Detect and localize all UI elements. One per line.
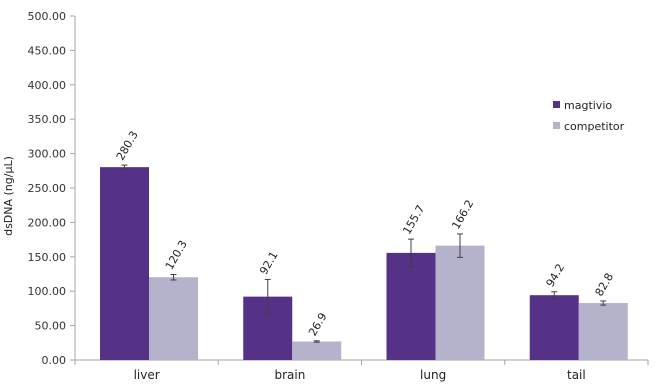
legend-swatch-competitor <box>553 122 560 129</box>
y-axis: 0.00 50.00 100.00 150.00 200.00 250.00 300.00 3… <box>28 10 76 367</box>
data-label-competitor-lung: 166.2 <box>449 198 476 232</box>
y-tick-label: 250.00 <box>28 182 67 195</box>
y-axis-title: dsDNA (ng/µL) <box>2 156 15 236</box>
bar-magtivio-tail <box>529 295 579 360</box>
y-tick-label: 350.00 <box>28 113 67 126</box>
legend: magtivio competitor <box>553 99 625 133</box>
bar-competitor-brain <box>292 341 342 360</box>
legend-swatch-magtivio <box>553 101 560 108</box>
y-tick-label: 0.00 <box>42 354 67 367</box>
bar-competitor-lung <box>435 245 485 360</box>
legend-label-magtivio: magtivio <box>564 99 612 112</box>
data-label-magtivio-tail: 94.2 <box>544 262 568 290</box>
y-tick-label: 50.00 <box>35 320 67 333</box>
bar-competitor-liver <box>149 277 198 360</box>
y-tick-label: 150.00 <box>28 251 67 264</box>
y-tick-label: 200.00 <box>28 216 67 229</box>
data-label-magtivio-lung: 155.7 <box>400 203 427 237</box>
bars <box>100 164 628 360</box>
data-label-magtivio-brain: 92.1 <box>257 249 281 277</box>
legend-label-competitor: competitor <box>564 120 625 133</box>
data-label-competitor-tail: 82.8 <box>593 271 617 299</box>
x-tick-label: lung <box>420 368 446 382</box>
x-tick-label: tail <box>567 368 586 382</box>
bar-competitor-tail <box>578 303 628 360</box>
x-axis: liver brain lung tail <box>74 359 649 382</box>
bar-magtivio-liver <box>100 167 149 360</box>
y-tick-label: 450.00 <box>28 44 67 57</box>
data-label-competitor-brain: 26.9 <box>306 311 330 339</box>
y-tick-label: 500.00 <box>28 10 67 23</box>
data-label-magtivio-liver: 280.3 <box>114 129 141 163</box>
y-tick-label: 100.00 <box>28 285 67 298</box>
y-tick-label: 400.00 <box>28 79 67 92</box>
x-tick-label: liver <box>134 368 160 382</box>
x-tick-label: brain <box>274 368 305 382</box>
bar-magtivio-lung <box>386 252 436 360</box>
data-label-competitor-liver: 120.3 <box>163 238 190 272</box>
y-tick-label: 300.00 <box>28 148 67 161</box>
